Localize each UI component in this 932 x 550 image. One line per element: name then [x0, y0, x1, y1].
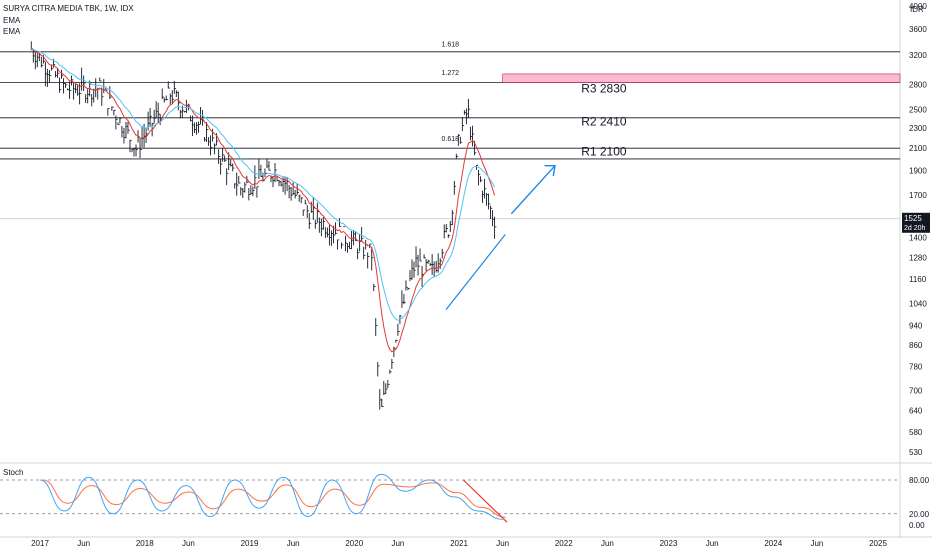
price-tick-label: 940	[909, 322, 923, 331]
time-tick-label: Jun	[287, 539, 300, 548]
price-tick-label: 1280	[909, 253, 927, 262]
stoch-k-line	[39, 473, 503, 520]
fib-label: 1.272	[442, 70, 460, 77]
time-tick-label: 2024	[764, 539, 782, 548]
ema-slow-line	[31, 48, 496, 321]
stoch-tick-label: 80.00	[909, 476, 930, 485]
time-tick-label: Jun	[601, 539, 614, 548]
ema-indicator-label-1[interactable]: EMA	[3, 16, 21, 25]
price-tick-label: 1040	[909, 299, 927, 308]
stoch-tick-label: 20.00	[909, 510, 930, 519]
last-price-countdown: 2d 20h	[904, 225, 926, 232]
time-tick-label: Jun	[810, 539, 823, 548]
price-tick-label: 1160	[909, 275, 927, 284]
price-tick-label: 640	[909, 406, 923, 415]
stoch-d-line	[42, 479, 506, 518]
target-arrow-head	[544, 164, 556, 177]
price-tick-label: 1400	[909, 234, 927, 243]
price-tick-label: 3200	[909, 51, 927, 60]
time-tick-label: 2020	[345, 539, 363, 548]
price-tick-label: 2100	[909, 144, 927, 153]
time-tick-label: Jun	[391, 539, 404, 548]
time-tick-label: 2023	[660, 539, 678, 548]
time-tick-label: Jun	[77, 539, 90, 548]
fib-label: 1.618	[442, 41, 460, 48]
price-tick-label: 1700	[909, 191, 927, 200]
price-tick-label: 780	[909, 363, 923, 372]
price-tick-label: 2800	[909, 81, 927, 90]
time-tick-label: 2025	[869, 539, 887, 548]
last-price-value: 1525	[904, 214, 922, 223]
chart-symbol-title: SURYA CITRA MEDIA TBK, 1W, IDX	[3, 4, 134, 13]
time-tick-label: 2021	[450, 539, 468, 548]
ema-indicator-label-2[interactable]: EMA	[3, 27, 21, 36]
time-tick-label: Jun	[182, 539, 195, 548]
fib-label: 0.618	[442, 136, 460, 143]
price-tick-label: 530	[909, 448, 923, 457]
target-arrow-shaft	[510, 165, 556, 215]
time-tick-label: 2018	[136, 539, 154, 548]
price-tick-label: 700	[909, 387, 923, 396]
time-tick-label: 2019	[241, 539, 259, 548]
price-tick-label: 580	[909, 428, 923, 437]
time-tick-label: 2017	[31, 539, 49, 548]
stoch-indicator-label[interactable]: Stoch	[3, 468, 24, 477]
level-label-1: R2 2410	[581, 114, 627, 128]
price-tick-label: 3600	[909, 25, 927, 34]
time-tick-label: Jun	[706, 539, 719, 548]
last-price-badge	[902, 212, 930, 233]
price-tick-label: 4000	[909, 2, 927, 11]
stoch-tick-label: 0.00	[909, 521, 925, 530]
price-tick-label: 1900	[909, 166, 927, 175]
level-label-2: R1 2100	[581, 145, 627, 159]
price-tick-label: 2500	[909, 106, 927, 115]
price-tick-label: 860	[909, 341, 923, 350]
uptrend-line	[445, 234, 506, 311]
resistance-zone-box	[502, 73, 901, 83]
stoch-divergence-line	[462, 479, 508, 523]
time-tick-label: 2022	[555, 539, 573, 548]
ema-fast-line	[30, 48, 496, 353]
level-label-0: R3 2830	[581, 82, 627, 96]
time-tick-label: Jun	[496, 539, 509, 548]
price-tick-label: 2300	[909, 124, 927, 133]
currency-label: IDR	[910, 5, 924, 14]
